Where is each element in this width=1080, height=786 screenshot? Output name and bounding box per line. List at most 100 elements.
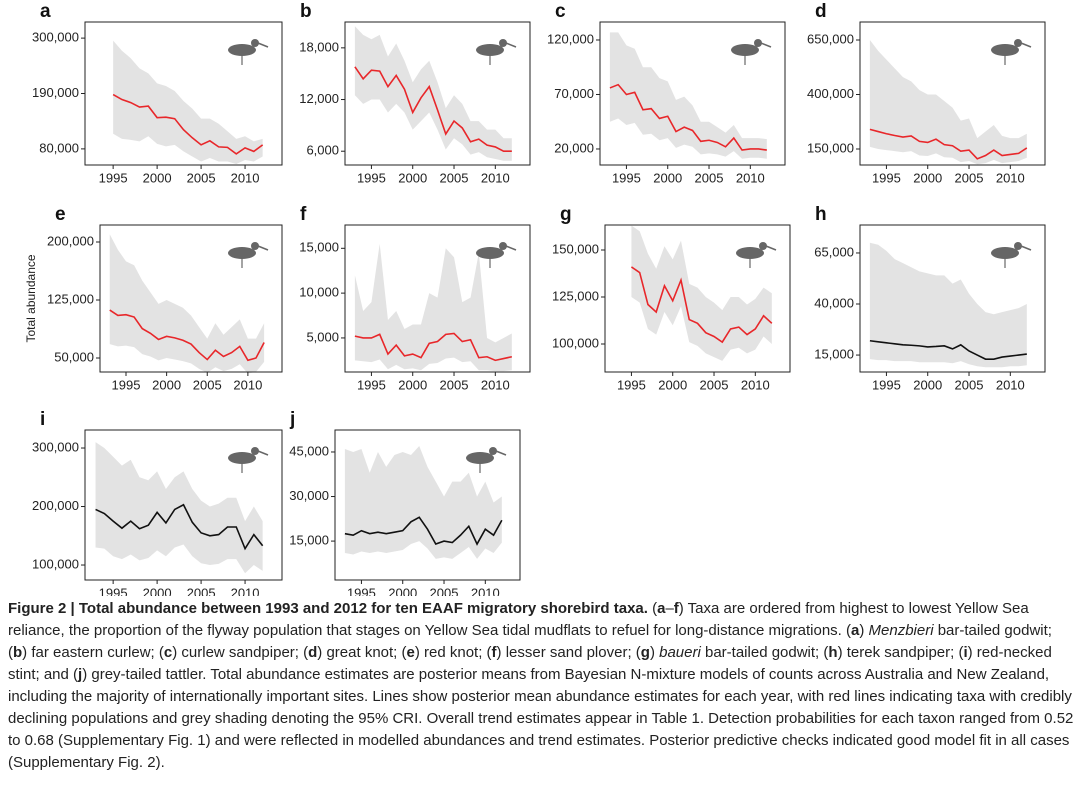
bird-body (736, 247, 764, 259)
mean-line (354, 66, 512, 153)
panel-letter: f (300, 204, 307, 225)
credible-band (113, 40, 263, 164)
mean-line (630, 266, 773, 344)
bird-icon (991, 242, 1032, 268)
credible-band (109, 234, 265, 374)
x-tick-label: 2005 (700, 377, 729, 392)
credible-band (354, 26, 512, 161)
x-tick-label: 2005 (187, 585, 216, 596)
mean-line (354, 332, 513, 362)
x-tick-label: 2005 (440, 170, 469, 185)
x-tick-label: 2005 (955, 170, 984, 185)
x-tick-label: 2010 (231, 170, 260, 185)
x-tick-label: 1995 (357, 170, 386, 185)
x-tick-label: 2010 (741, 377, 770, 392)
panel-letter: h (815, 204, 827, 225)
y-tick-label: 15,000 (814, 346, 854, 361)
caption-run: e (406, 644, 415, 661)
y-tick-label: 300,000 (32, 439, 79, 454)
panel-letter: e (55, 204, 66, 225)
credible-band (869, 242, 1027, 368)
caption-run: ) (649, 644, 660, 661)
x-tick-label: 1995 (612, 170, 641, 185)
bird-bill (760, 42, 772, 48)
caption-run: f (673, 600, 679, 617)
bird-head (499, 242, 507, 250)
y-tick-label: 20,000 (554, 140, 594, 155)
y-tick-label: 40,000 (814, 295, 854, 310)
y-tick-label: 125,000 (552, 288, 599, 303)
x-tick-label: 2000 (388, 585, 417, 596)
caption-run: Menzbieri (868, 622, 934, 639)
caption-run: ( (647, 600, 658, 617)
mean-line (869, 339, 1027, 360)
bird-head (499, 39, 507, 47)
x-tick-label: 2010 (481, 170, 510, 185)
panel-letter: i (40, 409, 45, 430)
bird-bill (505, 42, 517, 48)
y-tick-label: 400,000 (807, 86, 854, 101)
bird-bill (765, 245, 777, 251)
caption-run: h (828, 644, 838, 661)
bird-body (991, 247, 1019, 259)
caption-run: b (13, 644, 23, 661)
x-tick-label: 1995 (99, 585, 128, 596)
caption-run: i (963, 644, 968, 661)
caption-run: ) grey-tailed tattler. Total abundance e… (8, 666, 1074, 771)
x-tick-label: 2000 (658, 377, 687, 392)
bird-icon (736, 242, 777, 268)
panel-letter: g (560, 204, 572, 225)
x-tick-label: 1995 (99, 170, 128, 185)
bird-icon (228, 39, 269, 65)
y-tick-label: 45,000 (289, 443, 329, 458)
y-tick-label: 65,000 (814, 244, 854, 259)
caption-run: ) curlew sandpiper; ( (172, 644, 309, 661)
y-tick-label: 15,000 (299, 240, 339, 255)
bird-body (228, 44, 256, 56)
x-tick-label: 2005 (430, 585, 459, 596)
x-tick-label: 2010 (996, 170, 1025, 185)
y-tick-label: 120,000 (547, 31, 594, 46)
panel-letter: c (555, 1, 566, 22)
caption-run: a (657, 600, 666, 617)
bird-head (251, 242, 259, 250)
caption-title: Figure 2 | Total abundance between 1993 … (8, 600, 648, 617)
y-tick-label: 18,000 (299, 39, 339, 54)
bird-body (466, 452, 494, 464)
panel-letter: b (300, 1, 312, 22)
bird-body (228, 452, 256, 464)
bird-body (228, 247, 256, 259)
panel-letter: d (815, 1, 827, 22)
caption-run: ) great knot; ( (317, 644, 407, 661)
bird-body (476, 44, 504, 56)
caption-run: – (665, 600, 674, 617)
bird-bill (257, 245, 269, 251)
x-tick-label: 2000 (913, 377, 942, 392)
bird-body (991, 44, 1019, 56)
x-tick-label: 2000 (152, 377, 181, 392)
y-tick-label: 190,000 (32, 85, 79, 100)
y-tick-label: 5,000 (306, 329, 339, 344)
y-tick-label: 10,000 (299, 285, 339, 300)
caption-run: ) red-necked stint; and ( (8, 644, 1052, 683)
y-tick-label: 200,000 (32, 498, 79, 513)
y-tick-label: 70,000 (554, 86, 594, 101)
bird-bill (495, 450, 507, 456)
caption-run: ) (859, 622, 869, 639)
y-tick-label: 80,000 (39, 140, 79, 155)
caption-run: ) Taxa are ordered from highest to lowes… (8, 600, 1029, 639)
x-tick-label: 2005 (440, 377, 469, 392)
caption-run: j (78, 666, 83, 683)
bird-bill (1020, 42, 1032, 48)
bird-head (251, 447, 259, 455)
mean-line (869, 128, 1028, 160)
y-tick-label: 150,000 (552, 241, 599, 256)
mean-line (112, 93, 264, 155)
y-tick-label: 12,000 (299, 91, 339, 106)
plot-frame (334, 429, 521, 581)
x-tick-label: 2005 (955, 377, 984, 392)
caption-run: bar-tailed godwit; ( (700, 644, 829, 661)
x-tick-label: 2010 (231, 585, 260, 596)
y-tick-label: 6,000 (306, 143, 339, 158)
mean-line (344, 516, 503, 546)
